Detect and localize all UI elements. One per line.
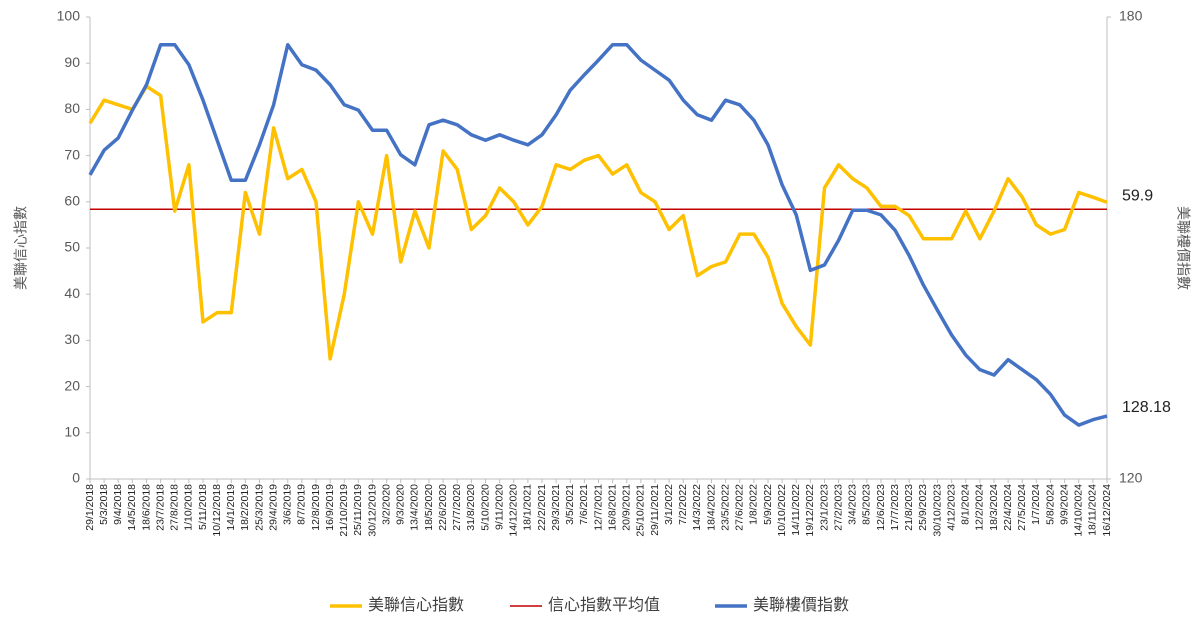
x-tick-label: 29/11/2021 xyxy=(649,484,661,536)
x-tick-label: 16/12/2024 xyxy=(1101,484,1113,537)
legend-label: 美聯樓價指數 xyxy=(753,596,849,614)
y-tick-label: 50 xyxy=(64,239,80,255)
x-tick-label: 25/11/2019 xyxy=(352,484,364,536)
y-tick-label: 80 xyxy=(64,100,80,116)
x-tick-label: 29/1/2018 xyxy=(84,484,96,531)
x-tick-label: 27/8/2018 xyxy=(169,484,181,531)
x-tick-label: 8/1/2024 xyxy=(960,484,972,525)
x-tick-label: 3/6/2019 xyxy=(282,484,294,525)
y2-tick-label: 180 xyxy=(1119,8,1143,24)
end-value-label: 128.18 xyxy=(1122,399,1171,416)
x-tick-label: 30/10/2023 xyxy=(931,484,943,537)
x-tick-label: 22/2/2021 xyxy=(536,484,548,531)
x-tick-label: 9/9/2024 xyxy=(1058,484,1070,525)
x-tick-label: 22/6/2020 xyxy=(437,484,449,531)
x-tick-label: 5/3/2018 xyxy=(98,484,110,525)
x-tick-label: 18/4/2022 xyxy=(705,484,717,531)
x-tick-label: 9/11/2020 xyxy=(493,484,505,530)
legend-label: 信心指數平均值 xyxy=(548,596,660,614)
x-tick-label: 7/6/2021 xyxy=(578,484,590,525)
x-tick-label: 30/12/2019 xyxy=(366,484,378,537)
x-tick-label: 27/7/2020 xyxy=(451,484,463,531)
x-tick-label: 27/6/2022 xyxy=(734,484,746,531)
x-tick-label: 3/4/2023 xyxy=(847,484,859,525)
series-line xyxy=(88,84,1108,361)
x-tick-label: 23/7/2018 xyxy=(154,484,166,531)
x-tick-label: 18/5/2020 xyxy=(423,484,435,531)
y-tick-label: 0 xyxy=(72,470,80,486)
x-tick-label: 10/10/2022 xyxy=(776,484,788,537)
x-tick-label: 14/11/2022 xyxy=(790,484,802,536)
y2-tick-label: 120 xyxy=(1119,470,1143,486)
x-tick-label: 18/1/2021 xyxy=(522,484,534,531)
y-tick-label: 60 xyxy=(64,193,80,209)
x-tick-label: 16/9/2019 xyxy=(324,484,336,531)
x-tick-label: 18/11/2024 xyxy=(1087,484,1099,536)
x-tick-label: 27/5/2024 xyxy=(1016,484,1028,531)
x-tick-label: 14/1/2019 xyxy=(225,484,237,531)
y-tick-label: 30 xyxy=(64,331,80,347)
x-tick-label: 18/6/2018 xyxy=(140,484,152,531)
x-tick-label: 10/12/2018 xyxy=(211,484,223,537)
y-tick-label: 100 xyxy=(57,8,81,24)
x-tick-label: 1/7/2024 xyxy=(1030,484,1042,525)
y-tick-label: 70 xyxy=(64,146,80,162)
x-tick-label: 23/1/2023 xyxy=(818,484,830,531)
y-tick-label: 20 xyxy=(64,377,80,393)
x-tick-label: 21/10/2019 xyxy=(338,484,350,537)
x-tick-label: 17/7/2023 xyxy=(889,484,901,531)
x-tick-label: 12/2/2024 xyxy=(974,484,986,531)
x-tick-label: 31/8/2020 xyxy=(465,484,477,531)
y-axis-label: 美聯信心指數 xyxy=(13,206,29,290)
y2-axis-label: 美聯樓價指數 xyxy=(1175,206,1191,290)
x-tick-label: 5/9/2022 xyxy=(762,484,774,525)
x-tick-label: 25/3/2019 xyxy=(253,484,265,531)
x-tick-label: 18/2/2019 xyxy=(239,484,251,531)
x-tick-label: 4/12/2023 xyxy=(945,484,957,531)
x-tick-label: 5/11/2018 xyxy=(197,484,209,530)
x-tick-label: 12/7/2021 xyxy=(592,484,604,531)
x-tick-label: 29/4/2019 xyxy=(267,484,279,531)
x-tick-label: 14/5/2018 xyxy=(126,484,138,531)
x-tick-label: 5/10/2020 xyxy=(479,484,491,531)
y-tick-label: 90 xyxy=(64,54,80,70)
x-tick-label: 9/4/2018 xyxy=(112,484,124,525)
y-tick-label: 10 xyxy=(64,424,80,440)
x-tick-label: 29/3/2021 xyxy=(550,484,562,531)
x-tick-label: 16/8/2021 xyxy=(606,484,618,531)
x-tick-label: 25/9/2023 xyxy=(917,484,929,531)
x-tick-label: 12/8/2019 xyxy=(310,484,322,531)
x-tick-label: 25/10/2021 xyxy=(635,484,647,537)
x-tick-label: 14/10/2024 xyxy=(1073,484,1085,537)
x-tick-label: 3/2/2020 xyxy=(380,484,392,525)
x-tick-label: 3/1/2022 xyxy=(663,484,675,525)
x-tick-label: 19/12/2022 xyxy=(804,484,816,537)
x-tick-label: 7/2/2022 xyxy=(677,484,689,525)
x-tick-label: 20/9/2021 xyxy=(621,484,633,531)
x-tick-label: 13/4/2020 xyxy=(409,484,421,531)
x-tick-label: 18/3/2024 xyxy=(988,484,1000,531)
x-tick-label: 8/5/2023 xyxy=(861,484,873,525)
legend-label: 美聯信心指數 xyxy=(368,596,464,614)
x-tick-label: 3/5/2021 xyxy=(564,484,576,525)
x-tick-label: 21/8/2023 xyxy=(903,484,915,531)
x-tick-label: 8/7/2019 xyxy=(296,484,308,525)
y-tick-label: 40 xyxy=(64,285,80,301)
x-tick-label: 9/3/2020 xyxy=(395,484,407,525)
series-line xyxy=(88,42,1108,427)
x-tick-label: 1/10/2018 xyxy=(183,484,195,531)
x-tick-label: 23/5/2022 xyxy=(719,484,731,531)
x-tick-label: 1/8/2022 xyxy=(748,484,760,525)
x-tick-label: 12/6/2023 xyxy=(875,484,887,531)
x-tick-label: 14/3/2022 xyxy=(691,484,703,531)
x-tick-label: 22/4/2024 xyxy=(1002,484,1014,531)
end-value-label: 59.9 xyxy=(1122,187,1153,204)
x-tick-label: 5/8/2024 xyxy=(1044,484,1056,525)
x-tick-label: 27/2/2023 xyxy=(832,484,844,531)
x-tick-label: 14/12/2020 xyxy=(508,484,520,537)
